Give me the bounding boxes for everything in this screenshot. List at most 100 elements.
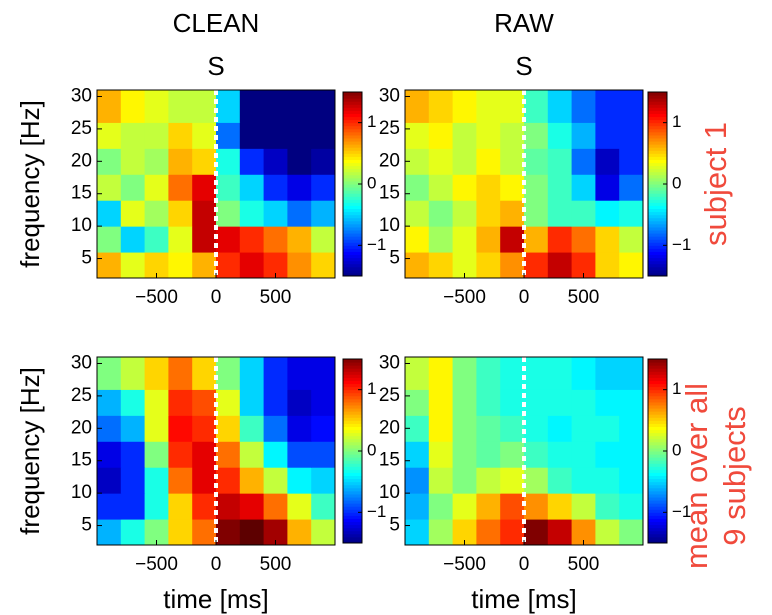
heatmap-cell — [239, 389, 265, 416]
heatmap-cell — [452, 389, 477, 416]
heatmap-cell — [428, 174, 454, 201]
colorbar-swatch — [343, 435, 362, 440]
x-tick-label: −500 — [443, 554, 486, 575]
heatmap-cell — [263, 174, 288, 201]
colorbar-swatch — [648, 208, 667, 213]
heatmap-cell — [216, 174, 241, 201]
heatmap-cell — [571, 148, 596, 175]
colorbar-swatch — [343, 177, 362, 182]
heatmap-cell — [595, 174, 620, 201]
heatmap-cell — [311, 200, 336, 227]
colorbar-swatch — [343, 141, 362, 145]
colorbar-swatch — [648, 383, 667, 388]
heatmap-cell — [97, 441, 122, 468]
heatmap-cell — [120, 441, 146, 468]
colorbar-swatch — [648, 463, 667, 467]
y-tick-label: 10 — [71, 215, 92, 236]
colorbar-swatch — [343, 138, 362, 142]
colorbar-swatch — [648, 162, 667, 167]
colorbar-swatch — [343, 451, 362, 455]
colorbar-swatch — [343, 454, 362, 458]
heatmap-cell — [311, 493, 336, 520]
heatmap-cell — [287, 357, 312, 390]
heatmap-cell — [192, 389, 217, 416]
heatmap-cell — [239, 252, 265, 279]
colorbar-swatch — [343, 509, 362, 513]
heatmap-cell — [500, 415, 525, 442]
y-tick-label: 5 — [389, 515, 400, 536]
heatmap-cell — [239, 122, 265, 149]
colorbar-swatch — [648, 141, 667, 145]
heatmap-cell — [144, 493, 169, 520]
y-tick-label: 10 — [379, 215, 400, 236]
heatmap-cell — [405, 252, 430, 279]
heatmap-cell — [476, 415, 501, 442]
heatmap-cell — [120, 122, 146, 149]
heatmap-cell — [168, 252, 193, 279]
heatmap-cell — [405, 493, 430, 520]
heatmap-cell — [120, 389, 146, 416]
heatmap-cell — [452, 415, 477, 442]
heatmap-cell — [216, 493, 241, 520]
colorbar-swatch — [343, 208, 362, 213]
colorbar-swatch — [648, 248, 667, 252]
colorbar-swatch — [343, 248, 362, 252]
heatmap-cell — [452, 148, 477, 175]
heatmap-cell — [263, 357, 288, 390]
colorbar-swatch — [648, 193, 667, 197]
heatmap-cell — [476, 519, 501, 546]
heatmap-cell — [547, 90, 573, 123]
colorbar-swatch — [648, 515, 667, 519]
heatmap-cell — [97, 389, 122, 416]
heatmap-cell — [500, 90, 525, 123]
heatmap-cell — [524, 122, 549, 149]
heatmap-cell — [287, 519, 312, 546]
colorbar-swatch — [343, 254, 362, 259]
heatmap-cell — [287, 252, 312, 279]
heatmap-cell — [216, 389, 241, 416]
colorbar-swatch — [343, 119, 362, 124]
heatmap-cell — [311, 441, 336, 468]
heatmap-cell — [476, 441, 501, 468]
heatmap-cell — [595, 415, 620, 442]
heatmap-cell — [428, 252, 454, 279]
colorbar-swatch — [343, 171, 362, 176]
colorbar-swatch — [648, 226, 667, 231]
colorbar-swatch — [648, 107, 667, 111]
x-tick-label: 500 — [260, 554, 292, 575]
y-tick-label: 5 — [81, 515, 92, 536]
y-tick-label: 25 — [71, 385, 92, 406]
colorbar-tick-label: 0 — [672, 173, 681, 192]
y-tick-label: 15 — [71, 450, 92, 471]
heatmap-cell — [168, 226, 193, 253]
heatmap-cell — [595, 493, 620, 520]
colorbar-swatch — [648, 174, 667, 179]
colorbar-swatch — [648, 260, 667, 265]
colorbar-swatch — [343, 512, 362, 516]
heatmap-cell — [452, 467, 477, 494]
colorbar-swatch — [343, 125, 362, 130]
colorbar-swatch — [343, 362, 362, 366]
colorbar-swatch — [343, 168, 362, 173]
heatmap-cell — [192, 148, 217, 175]
colorbar-tick-label: 0 — [672, 440, 681, 459]
y-tick-label: 20 — [71, 150, 92, 171]
colorbar-swatch — [648, 432, 667, 437]
heatmap-cell — [97, 200, 122, 227]
colorbar-tick-label: 1 — [367, 112, 376, 131]
heatmap-cell — [216, 226, 241, 253]
colorbar-swatch — [343, 242, 362, 246]
heatmap-cell — [216, 415, 241, 442]
colorbar-swatch — [343, 223, 362, 228]
y-tick-label: 20 — [379, 417, 400, 438]
heatmap-cell — [120, 200, 146, 227]
heatmap-cell — [144, 148, 169, 175]
heatmap-cell — [595, 122, 620, 149]
colorbar-tick-label: 0 — [367, 173, 376, 192]
colorbar-swatch — [343, 506, 362, 510]
colorbar-swatch — [648, 196, 667, 200]
colorbar-swatch — [343, 196, 362, 200]
colorbar-swatch — [648, 184, 667, 188]
colorbar-swatch — [343, 521, 362, 526]
y-tick-label: 10 — [71, 482, 92, 503]
